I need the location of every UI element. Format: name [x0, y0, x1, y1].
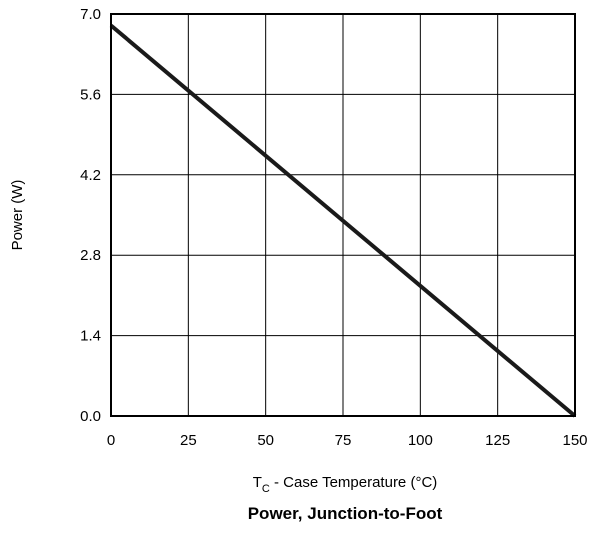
x-axis-title-symbol: T [253, 474, 262, 491]
x-axis-title-text: - Case Temperature (°C) [270, 474, 437, 491]
x-axis-title-subscript: C [262, 483, 270, 495]
series-line [109, 23, 577, 418]
x-tick-label: 100 [408, 432, 433, 449]
series-layer [109, 23, 577, 418]
x-tick-label: 25 [180, 432, 197, 449]
x-axis-title: TC - Case Temperature (°C) [253, 474, 438, 495]
x-tick-label: 75 [335, 432, 352, 449]
y-tick-label: 0.0 [80, 408, 101, 425]
y-tick-label: 2.8 [80, 247, 101, 264]
y-tick-label: 1.4 [80, 328, 101, 345]
y-tick-label: 5.6 [80, 86, 101, 103]
plot-frame [110, 13, 576, 417]
x-tick-label: 125 [485, 432, 510, 449]
x-tick-label: 150 [562, 432, 587, 449]
y-tick-label: 7.0 [80, 6, 101, 23]
x-tick-label: 50 [257, 432, 274, 449]
chart-title: Power, Junction-to-Foot [248, 504, 443, 523]
y-tick-label: 4.2 [80, 167, 101, 184]
y-axis-title: Power (W) [9, 180, 26, 251]
y-tick-labels: 0.0 1.4 2.8 4.2 5.6 7.0 [80, 6, 101, 425]
x-tick-labels: 0 25 50 75 100 125 150 [107, 432, 588, 449]
x-tick-label: 0 [107, 432, 115, 449]
